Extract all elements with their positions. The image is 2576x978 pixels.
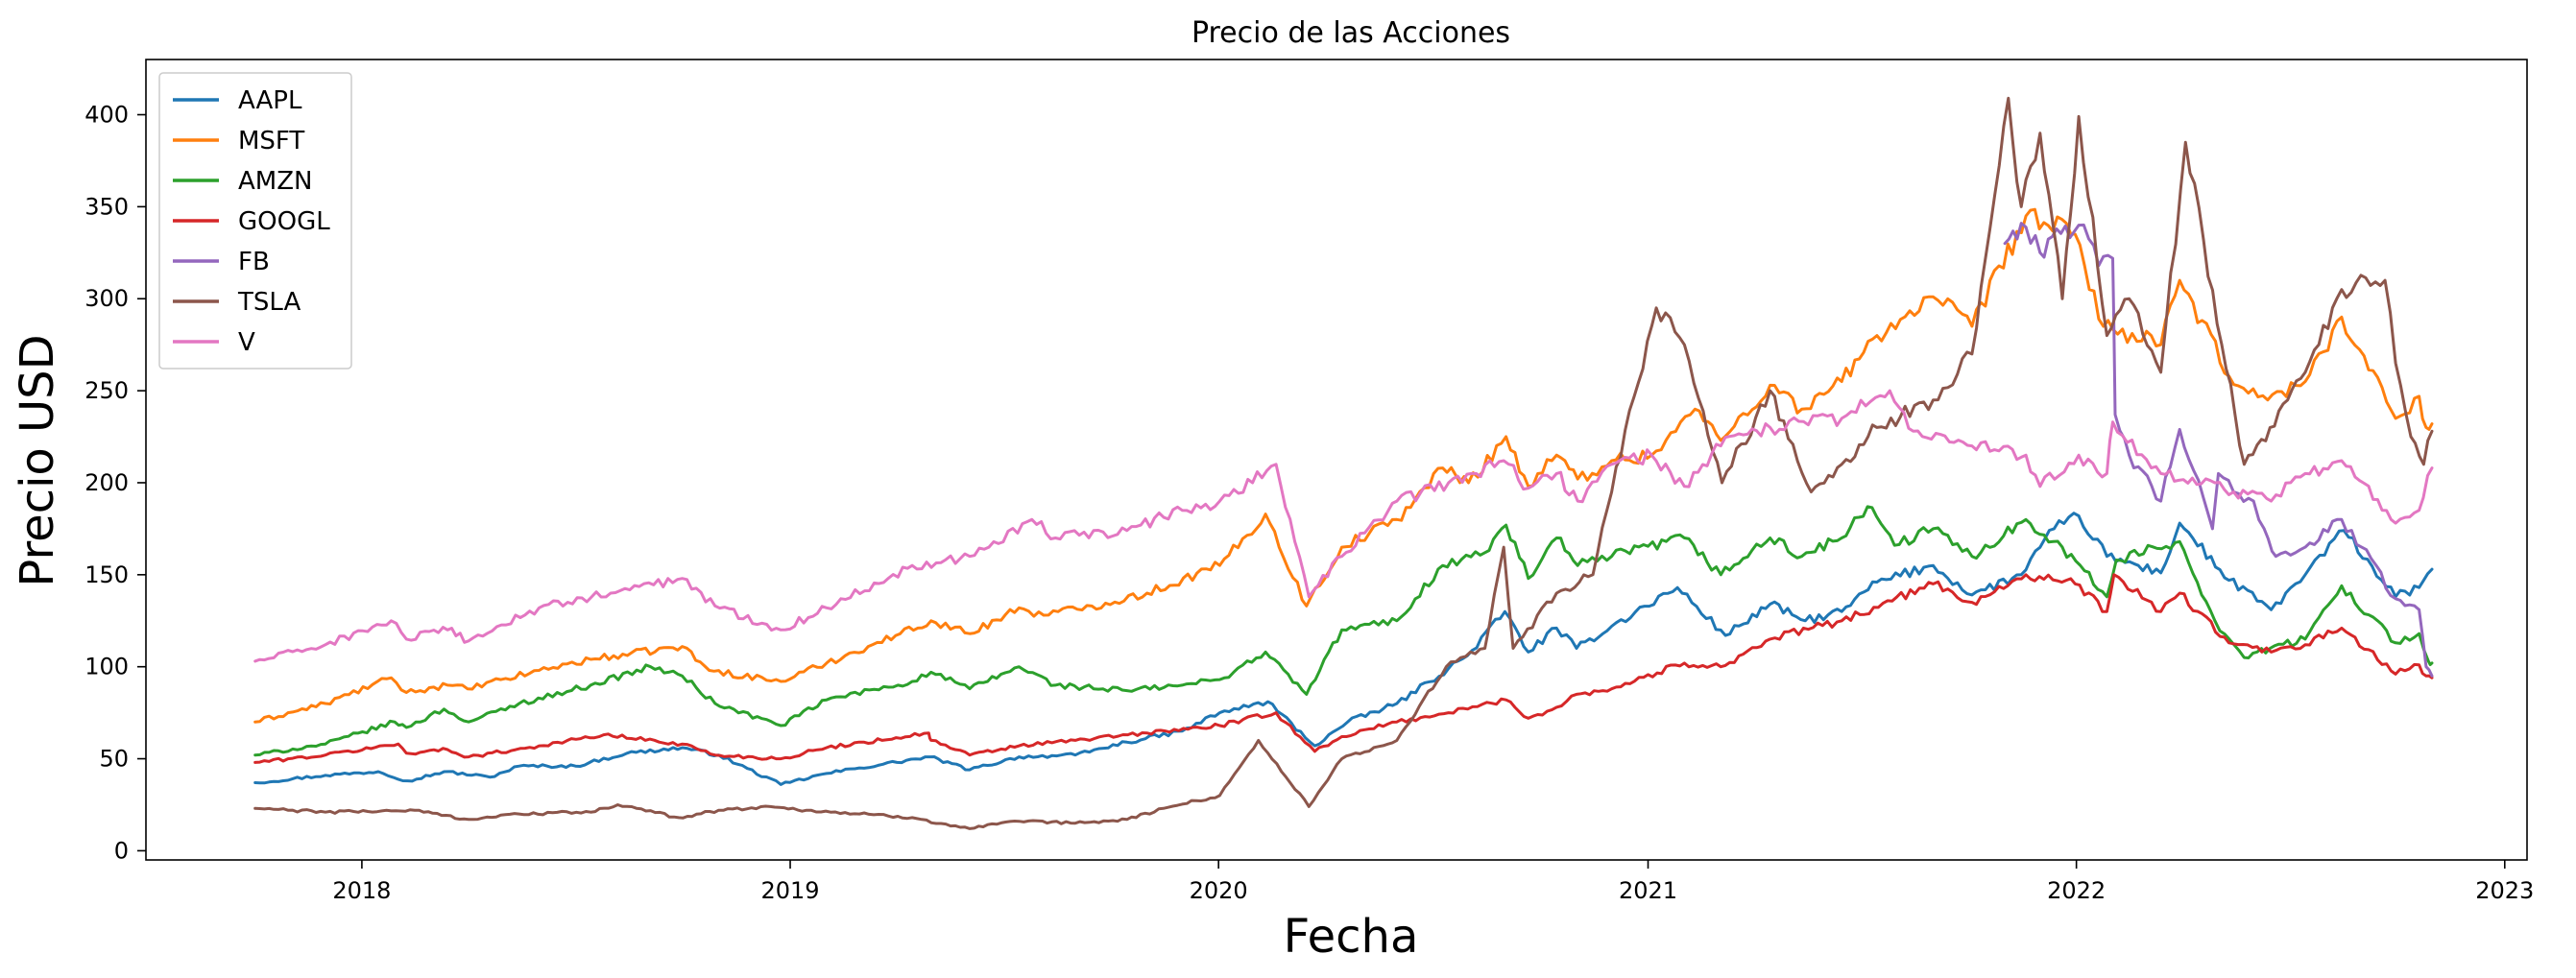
y-tick-label: 300 <box>84 285 129 312</box>
legend: AAPL MSFT AMZN GOOGL FB TSLA V <box>158 72 352 370</box>
y-axis: 0 50 100 150 200 250 300 350 400 <box>84 102 146 864</box>
x-tick-label: 2019 <box>760 877 819 904</box>
legend-label-aapl: AAPL <box>238 86 302 115</box>
legend-label-msft: MSFT <box>238 127 304 155</box>
chart-title: Precio de las Acciones <box>1192 16 1510 50</box>
legend-label-fb: FB <box>238 248 270 276</box>
series-layer <box>253 96 2434 830</box>
series-line-googl <box>253 573 2434 764</box>
x-tick-label: 2022 <box>2047 877 2106 904</box>
y-tick-label: 350 <box>84 193 129 220</box>
series-line-fb <box>2003 222 2434 678</box>
x-tick-label: 2020 <box>1190 877 1248 904</box>
y-tick-label: 400 <box>84 102 129 129</box>
x-tick-label: 2018 <box>332 877 391 904</box>
plot-frame <box>145 59 2528 861</box>
series-line-tsla <box>253 96 2434 830</box>
y-tick-label: 50 <box>99 746 129 773</box>
y-tick-label: 200 <box>84 469 129 496</box>
legend-label-v: V <box>238 328 255 357</box>
y-tick-label: 150 <box>84 561 129 588</box>
series-line-amzn <box>253 505 2434 757</box>
x-tick-label: 2023 <box>2475 877 2534 904</box>
y-axis-title: Precio USD <box>11 334 64 586</box>
legend-label-amzn: AMZN <box>238 167 312 196</box>
legend-box <box>158 72 352 370</box>
y-tick-label: 100 <box>84 654 129 680</box>
x-axis-title: Fecha <box>1284 910 1419 964</box>
x-tick-label: 2021 <box>1619 877 1677 904</box>
y-tick-label: 250 <box>84 377 129 404</box>
legend-label-tsla: TSLA <box>237 288 301 317</box>
y-tick-label: 0 <box>114 837 129 864</box>
legend-label-googl: GOOGL <box>238 207 330 236</box>
series-line-v <box>253 389 2434 663</box>
series-line-aapl <box>253 512 2434 786</box>
x-axis: 2018 2019 2020 2021 2022 2023 <box>332 860 2534 904</box>
